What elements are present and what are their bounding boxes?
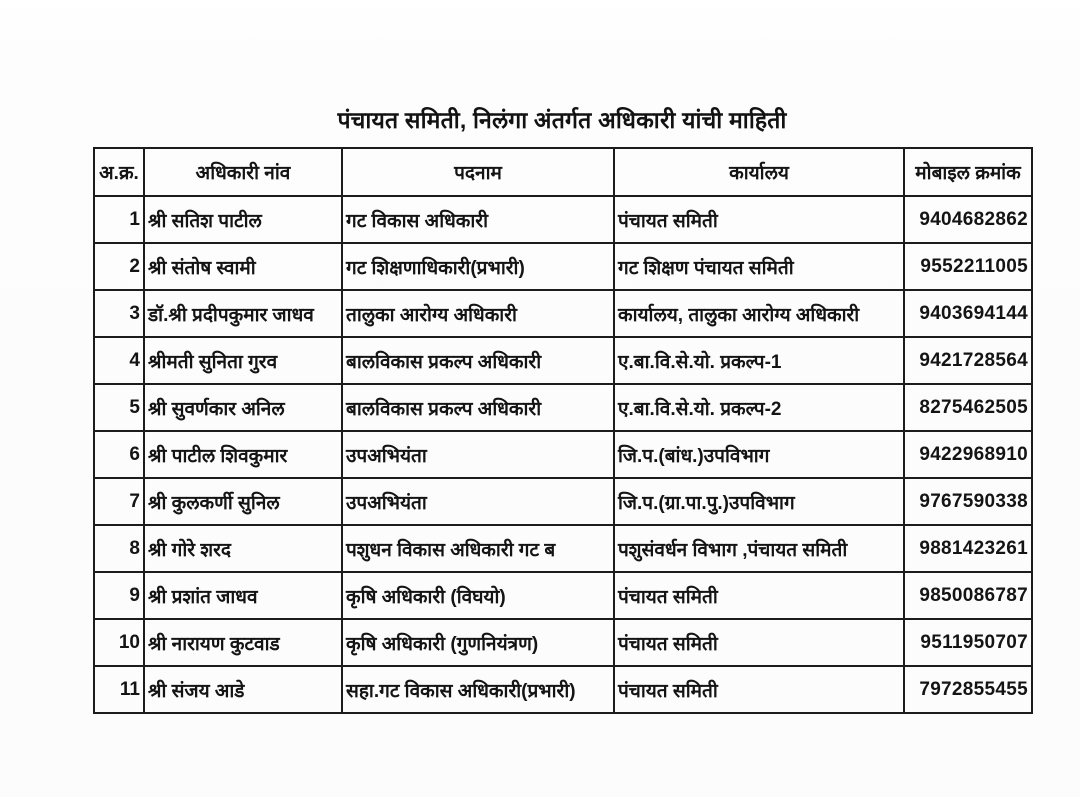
table-row: 4 श्रीमती सुनिता गुरव बालविकास प्रकल्प अधि… — [93, 336, 1033, 385]
table-row: 2 श्री संतोष स्वामी गट शिक्षणाधिकारी(प्रभा… — [93, 242, 1033, 291]
cell-designation: बालविकास प्रकल्प अधिकारी — [341, 336, 615, 385]
table-row: 5 श्री सुवर्णकार अनिल बालविकास प्रकल्प अधि… — [93, 383, 1033, 432]
cell-office: जि.प.(ग्रा.पा.पु.)उपविभाग — [613, 477, 905, 526]
table-row: 6 श्री पाटील शिवकुमार उपअभियंता जि.प.(बांध.… — [93, 430, 1033, 479]
header-serial-number: अ.क्र. — [93, 147, 145, 197]
cell-officer-name: श्री संतोष स्वामी — [143, 242, 343, 291]
cell-officer-name: श्री संजय आडे — [143, 665, 343, 714]
cell-office: पंचायत समिती — [613, 195, 905, 244]
cell-serial-number: 6 — [93, 430, 145, 479]
cell-designation: गट शिक्षणाधिकारी(प्रभारी) — [341, 242, 615, 291]
cell-office: कार्यालय, तालुका आरोग्य अधिकारी — [613, 289, 905, 338]
cell-mobile-number: 9422968910 — [903, 430, 1033, 479]
table-header: अ.क्र. अधिकारी नांव पदनाम कार्यालय मोबाइ… — [93, 147, 1033, 197]
cell-officer-name: श्रीमती सुनिता गुरव — [143, 336, 343, 385]
cell-designation: तालुका आरोग्य अधिकारी — [341, 289, 615, 338]
cell-serial-number: 3 — [93, 289, 145, 338]
cell-office: पंचायत समिती — [613, 618, 905, 667]
cell-mobile-number: 9881423261 — [903, 524, 1033, 573]
cell-serial-number: 8 — [93, 524, 145, 573]
cell-office: गट शिक्षण पंचायत समिती — [613, 242, 905, 291]
table-row: 7 श्री कुलकर्णी सुनिल उपअभियंता जि.प.(ग्रा.… — [93, 477, 1033, 526]
table-row: 8 श्री गोरे शरद पशुधन विकास अधिकारी गट ब पश… — [93, 524, 1033, 573]
header-designation: पदनाम — [341, 147, 615, 197]
cell-serial-number: 5 — [93, 383, 145, 432]
cell-designation: कृषि अधिकारी (विघयो) — [341, 571, 615, 620]
cell-mobile-number: 9767590338 — [903, 477, 1033, 526]
table-body: 1 श्री सतिश पाटील गट विकास अधिकारी पंचायत स… — [93, 195, 1033, 714]
cell-office: जि.प.(बांध.)उपविभाग — [613, 430, 905, 479]
cell-officer-name: श्री प्रशांत जाधव — [143, 571, 343, 620]
cell-serial-number: 11 — [93, 665, 145, 714]
cell-serial-number: 9 — [93, 571, 145, 620]
cell-officer-name: श्री गोरे शरद — [143, 524, 343, 573]
cell-office: पंचायत समिती — [613, 665, 905, 714]
officers-table: अ.क्र. अधिकारी नांव पदनाम कार्यालय मोबाइ… — [93, 147, 1033, 714]
header-row: अ.क्र. अधिकारी नांव पदनाम कार्यालय मोबाइ… — [93, 147, 1033, 197]
cell-serial-number: 4 — [93, 336, 145, 385]
cell-serial-number: 10 — [93, 618, 145, 667]
cell-officer-name: श्री सतिश पाटील — [143, 195, 343, 244]
cell-mobile-number: 9421728564 — [903, 336, 1033, 385]
cell-office: ए.बा.वि.से.यो. प्रकल्प-2 — [613, 383, 905, 432]
cell-officer-name: श्री कुलकर्णी सुनिल — [143, 477, 343, 526]
table-row: 9 श्री प्रशांत जाधव कृषि अधिकारी (विघयो) पं… — [93, 571, 1033, 620]
cell-office: ए.बा.वि.से.यो. प्रकल्प-1 — [613, 336, 905, 385]
table-row: 10 श्री नारायण कुटवाड कृषि अधिकारी (गुणनिय… — [93, 618, 1033, 667]
header-mobile-number: मोबाइल क्रमांक — [903, 147, 1033, 197]
cell-mobile-number: 9552211005 — [903, 242, 1033, 291]
cell-officer-name: श्री नारायण कुटवाड — [143, 618, 343, 667]
cell-designation: कृषि अधिकारी (गुणनियंत्रण) — [341, 618, 615, 667]
cell-serial-number: 2 — [93, 242, 145, 291]
table-row: 3 डॉ.श्री प्रदीपकुमार जाधव तालुका आरोग्य अ… — [93, 289, 1033, 338]
cell-office: पंचायत समिती — [613, 571, 905, 620]
cell-officer-name: डॉ.श्री प्रदीपकुमार जाधव — [143, 289, 343, 338]
cell-mobile-number: 7972855455 — [903, 665, 1033, 714]
cell-mobile-number: 9403694144 — [903, 289, 1033, 338]
cell-mobile-number: 9850086787 — [903, 571, 1033, 620]
cell-serial-number: 7 — [93, 477, 145, 526]
cell-mobile-number: 9404682862 — [903, 195, 1033, 244]
cell-serial-number: 1 — [93, 195, 145, 244]
cell-designation: उपअभियंता — [341, 430, 615, 479]
cell-designation: गट विकास अधिकारी — [341, 195, 615, 244]
cell-designation: उपअभियंता — [341, 477, 615, 526]
cell-officer-name: श्री पाटील शिवकुमार — [143, 430, 343, 479]
header-office: कार्यालय — [613, 147, 905, 197]
cell-officer-name: श्री सुवर्णकार अनिल — [143, 383, 343, 432]
cell-mobile-number: 9511950707 — [903, 618, 1033, 667]
cell-designation: पशुधन विकास अधिकारी गट ब — [341, 524, 615, 573]
table-row: 11 श्री संजय आडे सहा.गट विकास अधिकारी(प्रभ… — [93, 665, 1033, 714]
cell-office: पशुसंवर्धन विभाग ,पंचायत समिती — [613, 524, 905, 573]
page-title: पंचायत समिती, निलंगा अंतर्गत अधिकारी यां… — [337, 107, 787, 133]
header-officer-name: अधिकारी नांव — [143, 147, 343, 197]
cell-mobile-number: 8275462505 — [903, 383, 1033, 432]
table-row: 1 श्री सतिश पाटील गट विकास अधिकारी पंचायत स… — [93, 195, 1033, 244]
cell-designation: बालविकास प्रकल्प अधिकारी — [341, 383, 615, 432]
cell-designation: सहा.गट विकास अधिकारी(प्रभारी) — [341, 665, 615, 714]
